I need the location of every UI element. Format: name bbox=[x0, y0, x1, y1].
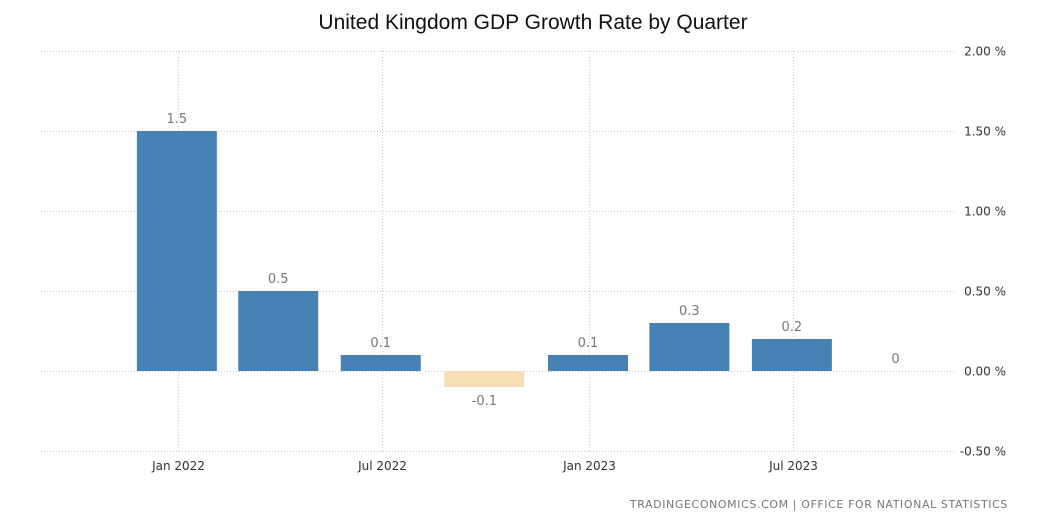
bar-value-label: 0.5 bbox=[268, 272, 289, 287]
x-tick-label: Jan 2023 bbox=[562, 459, 616, 473]
bar-value-label: 0.3 bbox=[679, 304, 700, 319]
bar bbox=[751, 339, 832, 371]
y-tick-label: 0.50 % bbox=[964, 285, 1006, 299]
chart-title: United Kingdom GDP Growth Rate by Quarte… bbox=[318, 11, 748, 34]
bar-value-label: 0.1 bbox=[370, 336, 391, 351]
bar-value-label: 0.2 bbox=[782, 320, 803, 335]
bar bbox=[444, 371, 525, 387]
bar-value-label: 0.1 bbox=[578, 336, 599, 351]
bar bbox=[548, 355, 628, 371]
source-credit: TRADINGECONOMICS.COM | OFFICE FOR NATION… bbox=[629, 498, 1008, 511]
data-labels: 1.5 0.5 0.1 -0.1 0.1 0.3 0.2 0 bbox=[167, 112, 900, 409]
bar bbox=[340, 355, 421, 371]
y-tick-label: -0.50 % bbox=[960, 445, 1006, 459]
x-tick-label: Jul 2023 bbox=[768, 459, 818, 473]
bar bbox=[238, 291, 319, 371]
bars bbox=[136, 131, 832, 387]
y-tick-label: 1.00 % bbox=[964, 205, 1006, 219]
bar bbox=[136, 131, 217, 371]
gridlines bbox=[41, 51, 956, 452]
y-tick-label: 0.00 % bbox=[964, 365, 1006, 379]
bar-value-label: 1.5 bbox=[167, 112, 188, 127]
x-tick-label: Jul 2022 bbox=[357, 459, 407, 473]
x-tick-label: Jan 2022 bbox=[151, 459, 205, 473]
y-tick-label: 2.00 % bbox=[964, 45, 1006, 59]
bar-value-label: 0 bbox=[891, 352, 899, 367]
bar bbox=[649, 323, 730, 371]
axis-labels: 2.00 % 1.50 % 1.00 % 0.50 % 0.00 % -0.50 % Jan… bbox=[151, 45, 1006, 474]
y-tick-label: 1.50 % bbox=[964, 125, 1006, 139]
bar-value-label: -0.1 bbox=[472, 394, 497, 409]
